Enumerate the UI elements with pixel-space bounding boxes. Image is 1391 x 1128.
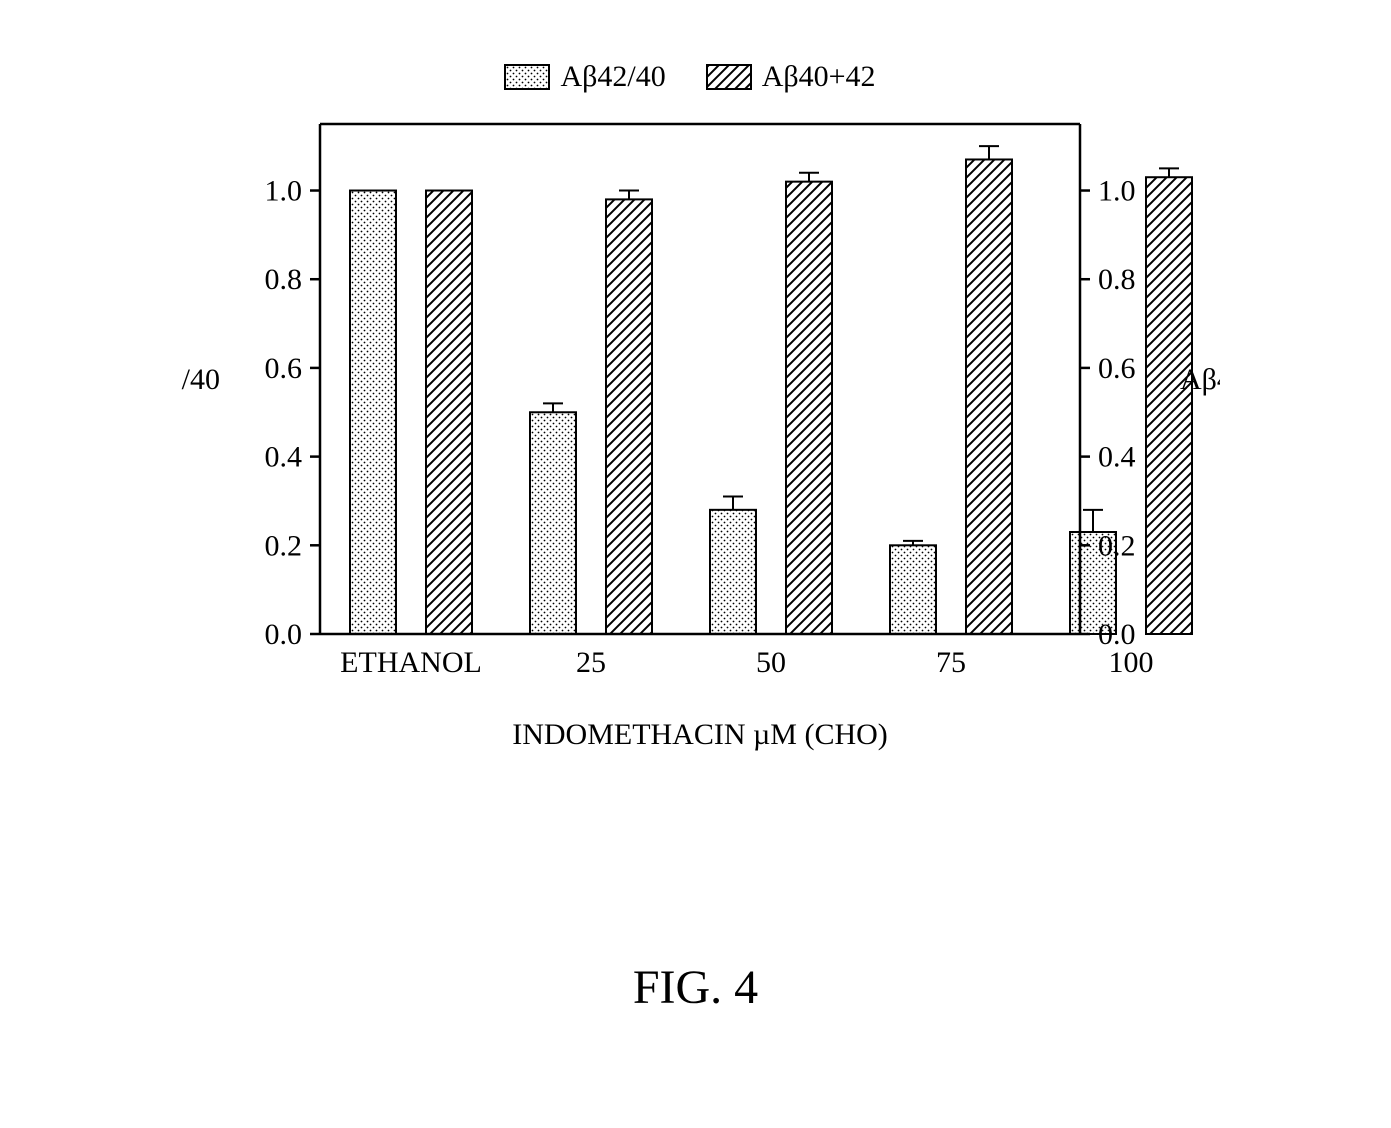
legend: Aβ42/40 Aβ40+42 xyxy=(180,60,1200,94)
x-tick-label: ETHANOL xyxy=(340,646,482,679)
y-tick-label: 0.2 xyxy=(1098,529,1136,562)
bar xyxy=(530,412,576,634)
x-tick-label: 100 xyxy=(1109,646,1154,679)
x-tick-label: 25 xyxy=(576,646,606,679)
bar xyxy=(710,510,756,634)
bar-chart: 0.00.20.40.60.81.00.00.20.40.60.81.0ETHA… xyxy=(180,104,1220,784)
y-tick-label: 0.6 xyxy=(1098,352,1136,385)
figure-caption: FIG. 4 xyxy=(0,960,1391,1015)
y-axis-label-right: Aβ40+42 xyxy=(1180,363,1220,396)
x-axis-label: INDOMETHACIN µM (CHO) xyxy=(512,718,888,751)
y-tick-label: 0.4 xyxy=(1098,441,1136,474)
y-tick-label: 0.8 xyxy=(1098,263,1136,296)
legend-label: Aβ40+42 xyxy=(762,60,876,94)
y-tick-label: 1.0 xyxy=(265,175,303,208)
y-axis-label-left: Aβ42/40 xyxy=(180,363,220,396)
legend-swatch-diag xyxy=(706,64,752,90)
y-tick-label: 0.2 xyxy=(265,529,303,562)
page: Aβ42/40 Aβ40+42 0.00.20.40.60.81.00.00.2… xyxy=(0,0,1391,1128)
y-tick-label: 0.6 xyxy=(265,352,303,385)
bar xyxy=(426,191,472,634)
legend-item: Aβ40+42 xyxy=(706,60,876,94)
x-tick-label: 75 xyxy=(936,646,966,679)
y-tick-label: 1.0 xyxy=(1098,175,1136,208)
bar xyxy=(350,191,396,634)
y-tick-label: 0.0 xyxy=(265,618,303,651)
y-tick-label: 0.8 xyxy=(265,263,303,296)
bar xyxy=(890,545,936,634)
chart-container: Aβ42/40 Aβ40+42 0.00.20.40.60.81.00.00.2… xyxy=(180,60,1200,789)
legend-item: Aβ42/40 xyxy=(504,60,665,94)
bar xyxy=(786,182,832,634)
bar xyxy=(966,159,1012,634)
bar xyxy=(1146,177,1192,634)
legend-label: Aβ42/40 xyxy=(560,60,665,94)
legend-swatch-dots xyxy=(504,64,550,90)
bar xyxy=(606,199,652,634)
y-tick-label: 0.4 xyxy=(265,441,303,474)
x-tick-label: 50 xyxy=(756,646,786,679)
